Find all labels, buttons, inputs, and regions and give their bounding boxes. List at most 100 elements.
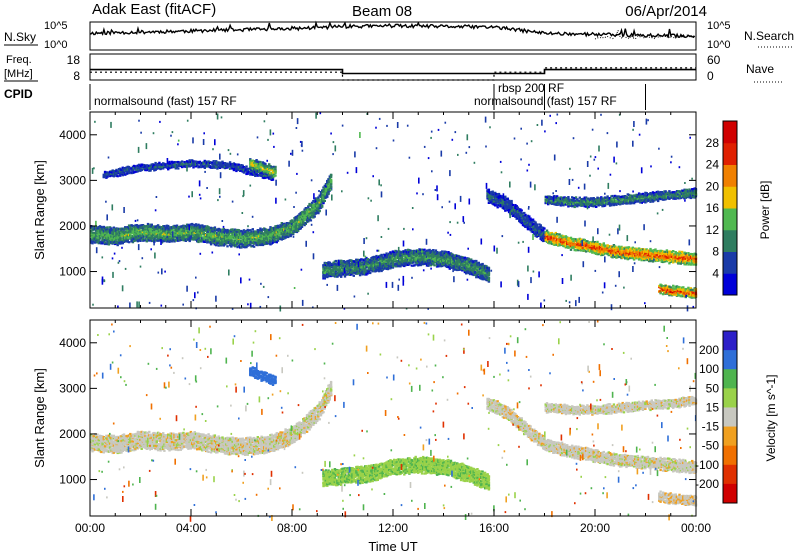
- heatmap-cell: [227, 165, 230, 168]
- heatmap-cell: [299, 227, 302, 230]
- heatmap-cell: [375, 269, 378, 272]
- heatmap-cell: [146, 164, 150, 167]
- heatmap-cell: [199, 240, 203, 243]
- heatmap-cell: [261, 239, 265, 242]
- heatmap-cell: [327, 261, 330, 264]
- heatmap-cell: [377, 270, 381, 273]
- heatmap-cell: [399, 256, 402, 259]
- heatmap-cell: [141, 237, 145, 240]
- heatmap-cell: [429, 250, 432, 253]
- heatmap-cell: [116, 172, 119, 175]
- heatmap-cell: [476, 274, 479, 277]
- heatmap-cell: [96, 229, 99, 232]
- heatmap-cell: [114, 231, 117, 234]
- heatmap-cell: [255, 230, 258, 233]
- heatmap-cell: [257, 235, 261, 238]
- heatmap-cell: [356, 267, 359, 271]
- heatmap-cell: [294, 225, 297, 228]
- heatmap-cell: [220, 237, 223, 240]
- heatmap-cell: [202, 162, 205, 165]
- heatmap-cell: [149, 235, 152, 238]
- heatmap-cell: [270, 229, 273, 232]
- heatmap-cell: [106, 236, 109, 239]
- heatmap-cell: [130, 240, 133, 243]
- heatmap-cell: [237, 167, 241, 171]
- heatmap-cell: [240, 239, 243, 242]
- heatmap-cell: [254, 240, 257, 243]
- heatmap-cell: [126, 227, 129, 230]
- heatmap-cell: [119, 230, 122, 233]
- heatmap-cell: [124, 236, 127, 239]
- heatmap-cell: [119, 169, 122, 172]
- heatmap-cell: [169, 162, 172, 165]
- heatmap-cell: [317, 197, 320, 200]
- heatmap-cell: [257, 238, 261, 241]
- heatmap-cell: [435, 255, 439, 258]
- heatmap-cell: [449, 252, 453, 255]
- heatmap-cell: [442, 263, 445, 266]
- heatmap-cell: [433, 260, 436, 263]
- heatmap-cell: [120, 227, 123, 230]
- heatmap-cell: [468, 267, 472, 270]
- noise-right-tick-high: 10^5: [707, 20, 731, 32]
- heatmap-cell: [120, 231, 123, 234]
- heatmap-cell: [187, 234, 190, 237]
- heatmap-cell: [362, 261, 366, 264]
- heatmap-cell: [122, 235, 126, 238]
- heatmap-cell: [278, 225, 281, 228]
- heatmap-cell: [90, 240, 93, 243]
- heatmap-cell: [268, 238, 271, 241]
- heatmap-cell: [233, 234, 237, 237]
- heatmap-cell: [415, 255, 419, 258]
- heatmap-cell: [456, 257, 459, 260]
- heatmap-cell: [226, 163, 229, 167]
- heatmap-cell: [237, 235, 241, 238]
- heatmap-cell: [411, 256, 415, 260]
- heatmap-cell: [391, 257, 395, 260]
- heatmap-cell: [112, 172, 116, 175]
- heatmap-cell: [314, 206, 318, 210]
- heatmap-cell: [255, 172, 258, 175]
- heatmap-cell: [233, 228, 237, 231]
- heatmap-cell: [163, 232, 166, 235]
- heatmap-cell: [322, 200, 325, 203]
- heatmap-cell: [116, 232, 119, 235]
- heatmap-cell: [352, 267, 355, 271]
- heatmap-cell: [132, 227, 136, 230]
- heatmap-cell: [415, 252, 419, 255]
- heatmap-cell: [389, 252, 392, 255]
- heatmap-cell: [129, 232, 132, 235]
- heatmap-cell: [323, 269, 326, 272]
- heatmap-cell: [396, 263, 400, 266]
- heatmap-cell: [132, 237, 136, 240]
- heatmap-cell: [298, 214, 301, 217]
- heatmap-cell: [288, 228, 291, 231]
- heatmap-cell: [310, 211, 314, 214]
- heatmap-cell: [235, 243, 238, 247]
- heatmap-cell: [486, 266, 489, 269]
- heatmap-cell: [459, 263, 463, 266]
- heatmap-cell: [216, 164, 219, 167]
- heatmap-cell: [156, 167, 160, 170]
- heatmap-cell: [276, 235, 280, 238]
- heatmap-cell: [271, 235, 275, 238]
- heatmap-cell: [314, 208, 318, 211]
- heatmap-cell: [430, 262, 434, 265]
- cpid-segment-label-0: normalsound (fast) 157 RF: [94, 94, 237, 108]
- heatmap-cell: [124, 173, 127, 176]
- heatmap-cell: [204, 236, 208, 239]
- heatmap-cell: [353, 271, 357, 274]
- heatmap-cell: [191, 236, 194, 239]
- heatmap-cell: [112, 171, 116, 174]
- heatmap-cell: [351, 265, 354, 268]
- heatmap-cell: [322, 267, 325, 270]
- heatmap-cell: [432, 263, 435, 266]
- heatmap-cell: [353, 262, 357, 265]
- heatmap-cell: [98, 229, 102, 232]
- heatmap-cell: [340, 259, 343, 262]
- heatmap-cell: [226, 245, 229, 248]
- heatmap-cell: [326, 184, 329, 187]
- heatmap-cell: [249, 244, 252, 247]
- heatmap-cell: [386, 264, 390, 268]
- heatmap-cell: [216, 242, 219, 245]
